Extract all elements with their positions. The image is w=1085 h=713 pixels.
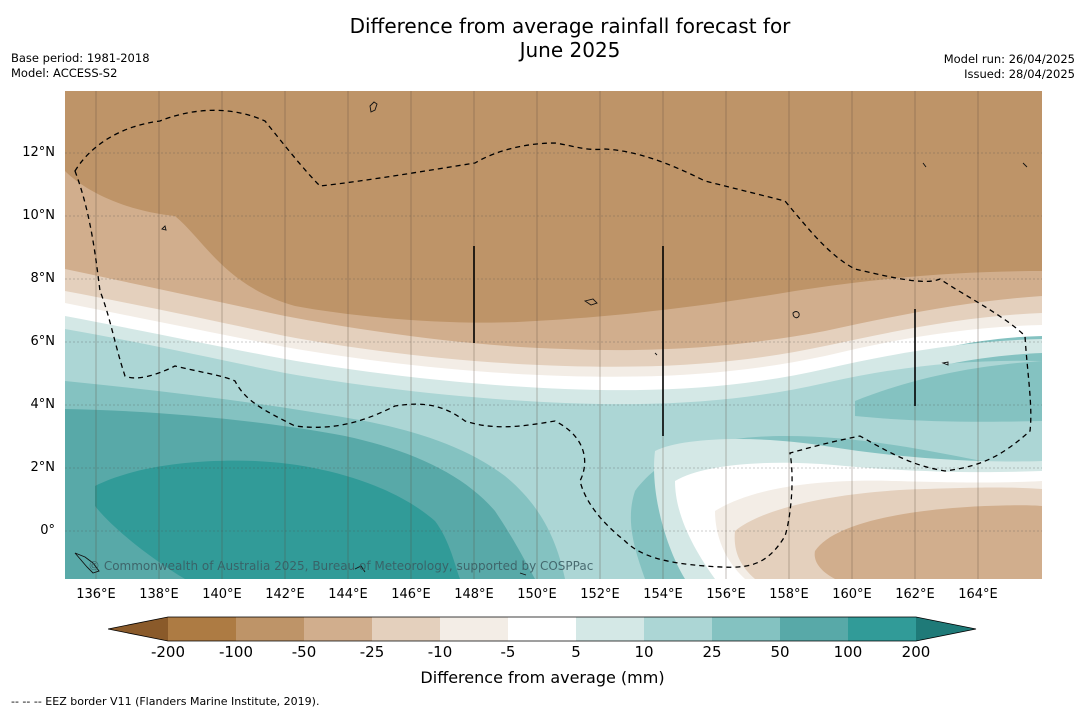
rainfall-map: [65, 91, 1042, 579]
colorbar-title: Difference from average (mm): [420, 668, 665, 687]
cb-tick-0: -200: [150, 643, 186, 661]
lat-label-8N: 8°N: [30, 271, 56, 286]
graticule: [65, 152, 1042, 532]
lon-label-160E: 160°E: [832, 587, 872, 602]
band-se-minus50: [814, 505, 1042, 579]
cb-tick-7: 10: [634, 643, 654, 661]
colorbar: [107, 616, 978, 646]
colorbar-seg-3: [372, 617, 440, 641]
colorbar-seg-1: [236, 617, 304, 641]
lon-label-162E: 162°E: [895, 587, 935, 602]
eez-border-north: [74, 109, 1032, 568]
cb-tick-9: 50: [770, 643, 790, 661]
cb-tick-2: -50: [291, 643, 317, 661]
lon-label-156E: 156°E: [706, 587, 746, 602]
colorbar-low-extend: [108, 617, 168, 641]
lon-label-148E: 148°E: [454, 587, 494, 602]
lon-label-140E: 140°E: [202, 587, 242, 602]
colorbar-seg-5: [508, 617, 576, 641]
lat-label-6N: 6°N: [30, 334, 56, 349]
eez-note: -- -- -- EEZ border V11 (Flanders Marine…: [11, 695, 320, 708]
colorbar-svg: [107, 616, 977, 642]
lon-label-142E: 142°E: [265, 587, 305, 602]
map-svg: [65, 91, 1042, 579]
colorbar-seg-0: [168, 617, 236, 641]
colorbar-seg-6: [576, 617, 644, 641]
lon-label-144E: 144°E: [328, 587, 368, 602]
cb-tick-11: 200: [901, 643, 931, 661]
cb-tick-10: 100: [833, 643, 863, 661]
band-plus50-east: [855, 361, 1042, 422]
islands: [74, 101, 1028, 576]
lon-label-164E: 164°E: [958, 587, 998, 602]
lon-label-150E: 150°E: [517, 587, 557, 602]
model-run: Model run: 26/04/2025: [943, 52, 1075, 66]
map-title: Difference from average rainfall forecas…: [270, 14, 870, 62]
cb-tick-3: -25: [359, 643, 385, 661]
meta-left: Base period: 1981-2018 Model: ACCESS-S2: [11, 51, 150, 81]
lon-label-146E: 146°E: [391, 587, 431, 602]
colorbar-seg-10: [848, 617, 916, 641]
lat-label-2N: 2°N: [30, 460, 56, 475]
band-minus100: [65, 91, 1042, 323]
band-plus10: [65, 316, 1042, 411]
base-period: Base period: 1981-2018: [11, 51, 150, 65]
issued-date: Issued: 28/04/2025: [964, 67, 1075, 81]
copyright-credit: © Commonwealth of Australia 2025, Bureau…: [88, 559, 594, 573]
lon-label-154E: 154°E: [643, 587, 683, 602]
lon-label-136E: 136°E: [76, 587, 116, 602]
colorbar-seg-2: [304, 617, 372, 641]
lon-label-158E: 158°E: [769, 587, 809, 602]
lat-label-4N: 4°N: [30, 397, 56, 412]
colorbar-seg-7: [644, 617, 712, 641]
band-neutral: [65, 303, 1042, 397]
title-line-2: June 2025: [519, 38, 621, 62]
cb-tick-4: -10: [427, 643, 453, 661]
lat-label-10N: 10°N: [22, 208, 55, 223]
solid-lines: [473, 246, 916, 436]
model-name: Model: ACCESS-S2: [11, 66, 118, 80]
band-plus25: [65, 329, 1042, 579]
lat-label-12N: 12°N: [22, 145, 55, 160]
lon-label-138E: 138°E: [139, 587, 179, 602]
cb-tick-6: 5: [571, 643, 581, 661]
colorbar-seg-8: [712, 617, 780, 641]
colorbar-outline: [107, 616, 977, 642]
meta-right: Model run: 26/04/2025 Issued: 28/04/2025: [944, 52, 1075, 82]
colorbar-seg-9: [780, 617, 848, 641]
colorbar-high-extend: [916, 617, 976, 641]
colorbar-seg-4: [440, 617, 508, 641]
lat-label-0: 0°: [40, 523, 55, 538]
cb-tick-5: -5: [500, 643, 516, 661]
band-plus100-core: [95, 460, 460, 579]
lon-label-152E: 152°E: [580, 587, 620, 602]
title-line-1: Difference from average rainfall forecas…: [349, 14, 791, 38]
cb-tick-8: 25: [702, 643, 722, 661]
cb-tick-1: -100: [218, 643, 254, 661]
